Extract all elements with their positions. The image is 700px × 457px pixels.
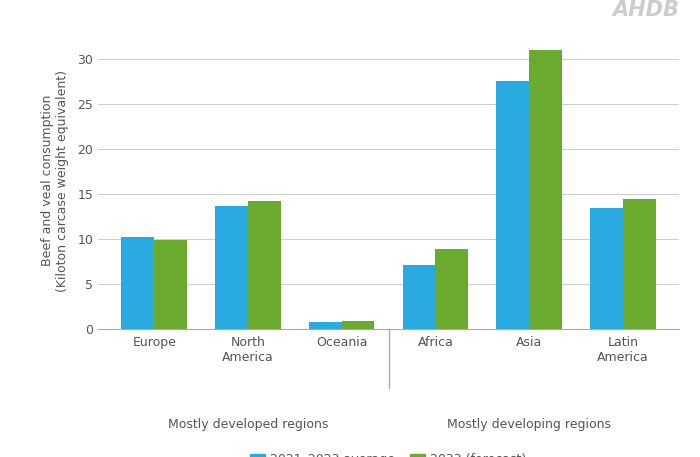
Bar xyxy=(623,199,656,329)
Bar xyxy=(529,50,562,329)
Bar xyxy=(590,208,623,329)
Bar xyxy=(496,81,529,329)
Text: Mostly developed regions: Mostly developed regions xyxy=(168,418,328,431)
Bar xyxy=(154,240,187,329)
Bar xyxy=(402,265,435,329)
Bar xyxy=(215,206,248,329)
Legend: 2021–2023 average, 2033 (forecast): 2021–2023 average, 2033 (forecast) xyxy=(246,448,531,457)
Text: Mostly developing regions: Mostly developing regions xyxy=(447,418,611,431)
Bar xyxy=(342,321,374,329)
Y-axis label: Beef and veal consumption
(Kiloton carcase weight equivalent): Beef and veal consumption (Kiloton carca… xyxy=(41,69,69,292)
Text: AHDB: AHDB xyxy=(612,0,679,20)
Bar xyxy=(121,237,154,329)
Bar xyxy=(248,201,281,329)
Bar xyxy=(435,249,468,329)
Bar xyxy=(309,322,342,329)
